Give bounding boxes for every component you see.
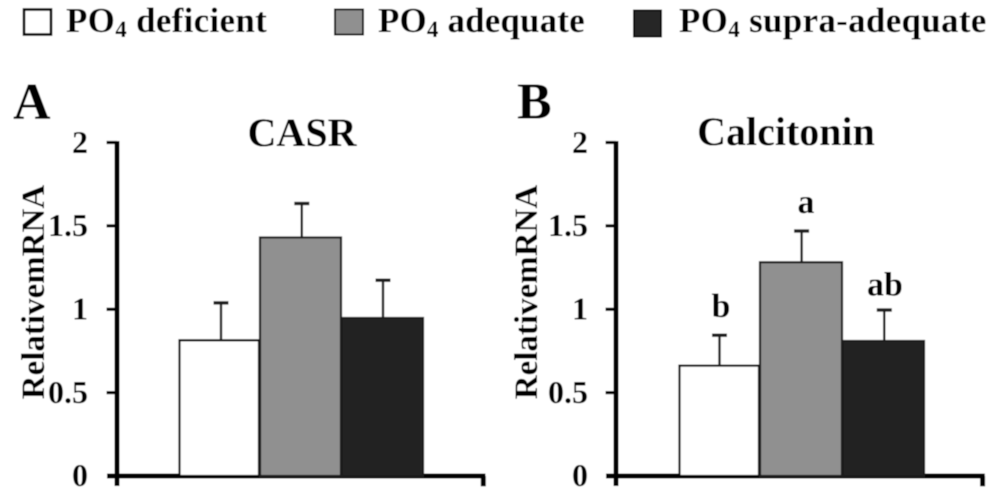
svg-text:1.5: 1.5 (48, 207, 88, 243)
svg-text:ab: ab (867, 267, 903, 304)
svg-text:b: b (712, 288, 731, 325)
svg-text:1.5: 1.5 (548, 207, 588, 243)
svg-text:RelativemRNA: RelativemRNA (16, 185, 52, 400)
svg-text:B: B (517, 74, 552, 131)
svg-text:a: a (798, 184, 815, 221)
svg-text:1: 1 (572, 291, 588, 327)
svg-text:0.5: 0.5 (48, 374, 88, 410)
svg-text:Calcitonin: Calcitonin (697, 109, 875, 154)
svg-text:0: 0 (72, 457, 88, 493)
svg-text:0: 0 (572, 457, 588, 493)
svg-text:RelativemRNA: RelativemRNA (509, 185, 545, 400)
svg-text:1: 1 (72, 291, 88, 327)
svg-text:PO4 supra-adequate: PO4 supra-adequate (679, 1, 987, 42)
svg-text:PO4 deficient: PO4 deficient (66, 1, 267, 42)
svg-text:CASR: CASR (248, 110, 358, 155)
svg-text:PO4 adequate: PO4 adequate (378, 1, 585, 42)
svg-text:2: 2 (572, 124, 588, 160)
svg-text:0.5: 0.5 (548, 374, 588, 410)
svg-text:2: 2 (72, 124, 88, 160)
svg-text:A: A (13, 74, 51, 131)
